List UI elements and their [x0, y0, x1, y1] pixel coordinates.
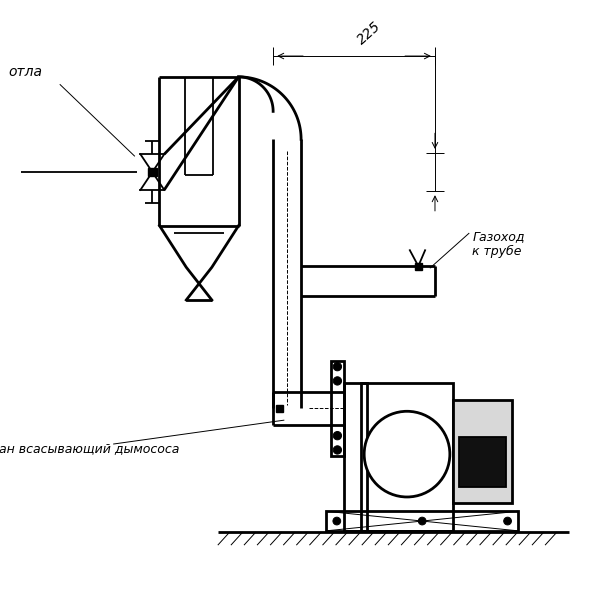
- Bar: [415, 263, 422, 269]
- Bar: [459, 437, 506, 487]
- Bar: [361, 383, 453, 531]
- Circle shape: [333, 446, 341, 454]
- Circle shape: [333, 377, 341, 385]
- Circle shape: [364, 411, 450, 497]
- Text: 225: 225: [355, 19, 383, 47]
- Bar: [453, 400, 512, 503]
- Bar: [326, 511, 518, 531]
- Circle shape: [504, 517, 511, 525]
- Circle shape: [418, 517, 426, 525]
- Bar: [148, 168, 157, 176]
- Text: Газоход
к трубе: Газоход к трубе: [472, 230, 525, 258]
- Circle shape: [333, 517, 341, 525]
- Text: отла: отла: [8, 65, 43, 79]
- Bar: [275, 405, 283, 412]
- Bar: [331, 361, 344, 456]
- Circle shape: [333, 431, 341, 440]
- Bar: [344, 383, 367, 531]
- Text: ан всасывающий дымососа: ан всасывающий дымососа: [0, 442, 179, 455]
- Circle shape: [333, 362, 341, 371]
